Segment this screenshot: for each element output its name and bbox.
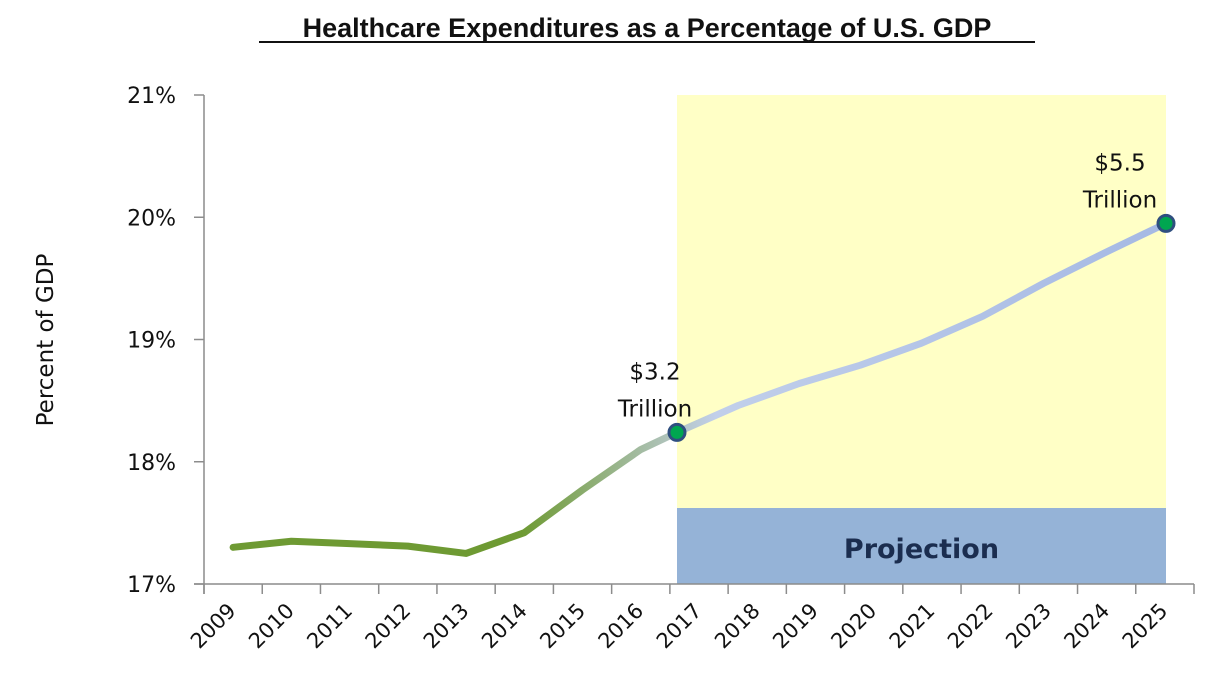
x-tick-label: 2019 [768, 599, 823, 654]
annotation-markers [667, 213, 1176, 442]
x-tick-label: 2013 [419, 599, 474, 654]
y-tick-label: 21% [127, 84, 176, 109]
annotation-marker [1156, 213, 1176, 233]
x-tick-label: 2023 [1001, 599, 1056, 654]
y-tick-label: 17% [127, 573, 176, 598]
x-tick-label: 2017 [652, 599, 707, 654]
annotation-marker [667, 422, 687, 442]
series-line-projected [673, 219, 1170, 436]
x-tick-label: 2020 [826, 599, 881, 654]
chart-title: Healthcare Expenditures as a Percentage … [303, 13, 992, 43]
annotation-value: $5.5 [1094, 150, 1145, 176]
x-tick-label: 2024 [1059, 599, 1114, 654]
x-tick-label: 2021 [885, 599, 940, 654]
x-tick-label: 2011 [302, 599, 357, 654]
series-lines [229, 219, 1170, 557]
x-tick-label: 2015 [535, 599, 590, 654]
y-tick-label: 20% [127, 206, 176, 231]
x-tick-label: 2018 [710, 599, 765, 654]
x-tick-label: 2009 [186, 599, 241, 654]
annotation-unit: Trillion [1082, 187, 1157, 213]
x-tick-label: 2010 [244, 599, 299, 654]
annotation-unit: Trillion [617, 396, 692, 422]
y-tick-label: 19% [127, 329, 176, 354]
series-line-historical [229, 428, 681, 557]
x-tick-label: 2016 [594, 599, 649, 654]
projection-label: Projection [844, 534, 999, 565]
x-tick-label: 2025 [1118, 599, 1173, 654]
labels: $3.2 Trillion $5.5 Trillion [617, 150, 1157, 422]
x-tick-label: 2022 [943, 599, 998, 654]
y-axis-label: Percent of GDP [33, 254, 59, 427]
projection-label-box [677, 508, 1166, 584]
annotation-value: $3.2 [629, 359, 680, 385]
y-tick-label: 18% [127, 451, 176, 476]
x-tick-label: 2012 [361, 599, 416, 654]
x-tick-label: 2014 [477, 599, 532, 654]
